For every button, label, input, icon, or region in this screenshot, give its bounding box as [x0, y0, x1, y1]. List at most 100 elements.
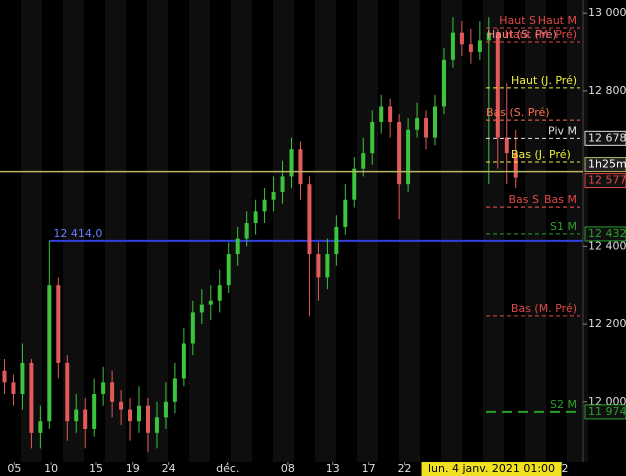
candle-body: [190, 312, 195, 344]
level-label: Haut (J. Pré): [511, 74, 577, 87]
candle-body: [486, 32, 491, 41]
level-label: Bas S: [509, 193, 540, 206]
candle-body: [477, 40, 482, 53]
level-value-box: [584, 130, 626, 146]
candle-body: [65, 362, 70, 422]
x-tick-label: 19: [126, 462, 140, 475]
candle-body: [388, 106, 393, 123]
candle-body: [513, 153, 518, 178]
candle-body: [253, 211, 258, 224]
price-label: 12 577: [588, 174, 626, 187]
candle-body: [154, 417, 159, 433]
level-value-label: 12 432: [588, 227, 626, 240]
level-value-label: 11 974: [588, 405, 626, 418]
candle-body: [298, 149, 303, 185]
y-tick-label: 12 800: [588, 84, 626, 97]
stripe: [483, 0, 504, 462]
candle-body: [163, 401, 168, 418]
candle-body: [468, 44, 473, 53]
candle-body: [415, 118, 420, 130]
candle-body: [406, 129, 411, 185]
high-line-label: 12 414,0: [53, 227, 102, 240]
stripe: [399, 0, 420, 462]
stripe: [231, 0, 252, 462]
x-tick-label: 10: [44, 462, 58, 475]
candle-body: [370, 122, 375, 154]
candle-body: [74, 409, 79, 422]
level-value-box: [584, 404, 626, 420]
candle-body: [280, 176, 285, 192]
candle-body: [495, 32, 500, 138]
candle-body: [181, 343, 186, 379]
x-tick-label: 17: [362, 462, 376, 475]
timer-box: [584, 157, 626, 173]
candle-body: [244, 223, 249, 239]
x-tick-label: déc.: [216, 462, 239, 475]
level-label: Bas (J. Pré): [511, 148, 571, 161]
x-tick-label: 08: [281, 462, 295, 475]
level-label: Piv M: [548, 124, 577, 137]
timer-label: 1h25m: [588, 158, 626, 171]
candle-body: [208, 300, 213, 305]
candle-body: [128, 409, 133, 422]
candle-body: [119, 401, 124, 410]
candle-body: [110, 382, 115, 402]
y-tick-label: 12 200: [588, 317, 626, 330]
candle-body: [352, 168, 357, 200]
candle-body: [29, 362, 34, 433]
candle-body: [83, 409, 88, 429]
crosshair-label: lun. 4 janv. 2021 01:00: [428, 462, 555, 475]
level-label: Haut M: [538, 14, 577, 27]
stripes: [21, 0, 588, 462]
candle-body: [172, 378, 177, 402]
candle-body: [226, 254, 231, 286]
y-tick-label: 12 400: [588, 239, 626, 252]
level-label: S1 M: [550, 220, 577, 233]
candle-body: [424, 118, 429, 138]
level-label: Haut (M. Pré): [505, 28, 577, 41]
level-label: Haut S: [499, 14, 536, 27]
candle-body: [307, 184, 312, 255]
x-tick-label: 15: [89, 462, 103, 475]
level-value-label: 12 678: [588, 131, 626, 144]
candle-body: [101, 382, 106, 395]
candle-body: [316, 254, 321, 278]
price-box: [584, 173, 626, 189]
candle-body: [361, 153, 366, 169]
candle-body: [397, 122, 402, 185]
y-tick-label: 13 000: [588, 6, 626, 19]
candle-body: [235, 238, 240, 255]
stripe: [63, 0, 84, 462]
x-tick-label: 22: [398, 462, 412, 475]
candle-body: [262, 199, 267, 212]
candle-body: [334, 226, 339, 255]
level-label: Bas M: [544, 193, 577, 206]
x-tick-label: 13: [326, 462, 340, 475]
stripe: [105, 0, 126, 462]
stripe: [315, 0, 336, 462]
level-label: Bas (S. Pré): [486, 106, 550, 119]
x-tick-label: 05: [7, 462, 21, 475]
candle-body: [145, 405, 150, 433]
stripe: [189, 0, 210, 462]
candle-body: [343, 199, 348, 227]
stripe: [21, 0, 42, 462]
candle-body: [2, 370, 7, 383]
x-tick-label: 24: [162, 462, 176, 475]
candle-body: [504, 137, 509, 154]
stripe: [357, 0, 378, 462]
level-label: S2 M: [550, 398, 577, 411]
candle-body: [217, 285, 222, 301]
stripe: [273, 0, 294, 462]
candle-body: [271, 191, 276, 200]
stripe: [525, 0, 546, 462]
candle-body: [379, 106, 384, 123]
crosshair-box: [421, 462, 562, 476]
stripe: [441, 0, 462, 462]
level-label: Haut (S. Pré): [487, 28, 557, 41]
candle-body: [11, 382, 16, 395]
candle-body: [38, 421, 43, 433]
level-label: Bas (M. Pré): [511, 302, 577, 315]
